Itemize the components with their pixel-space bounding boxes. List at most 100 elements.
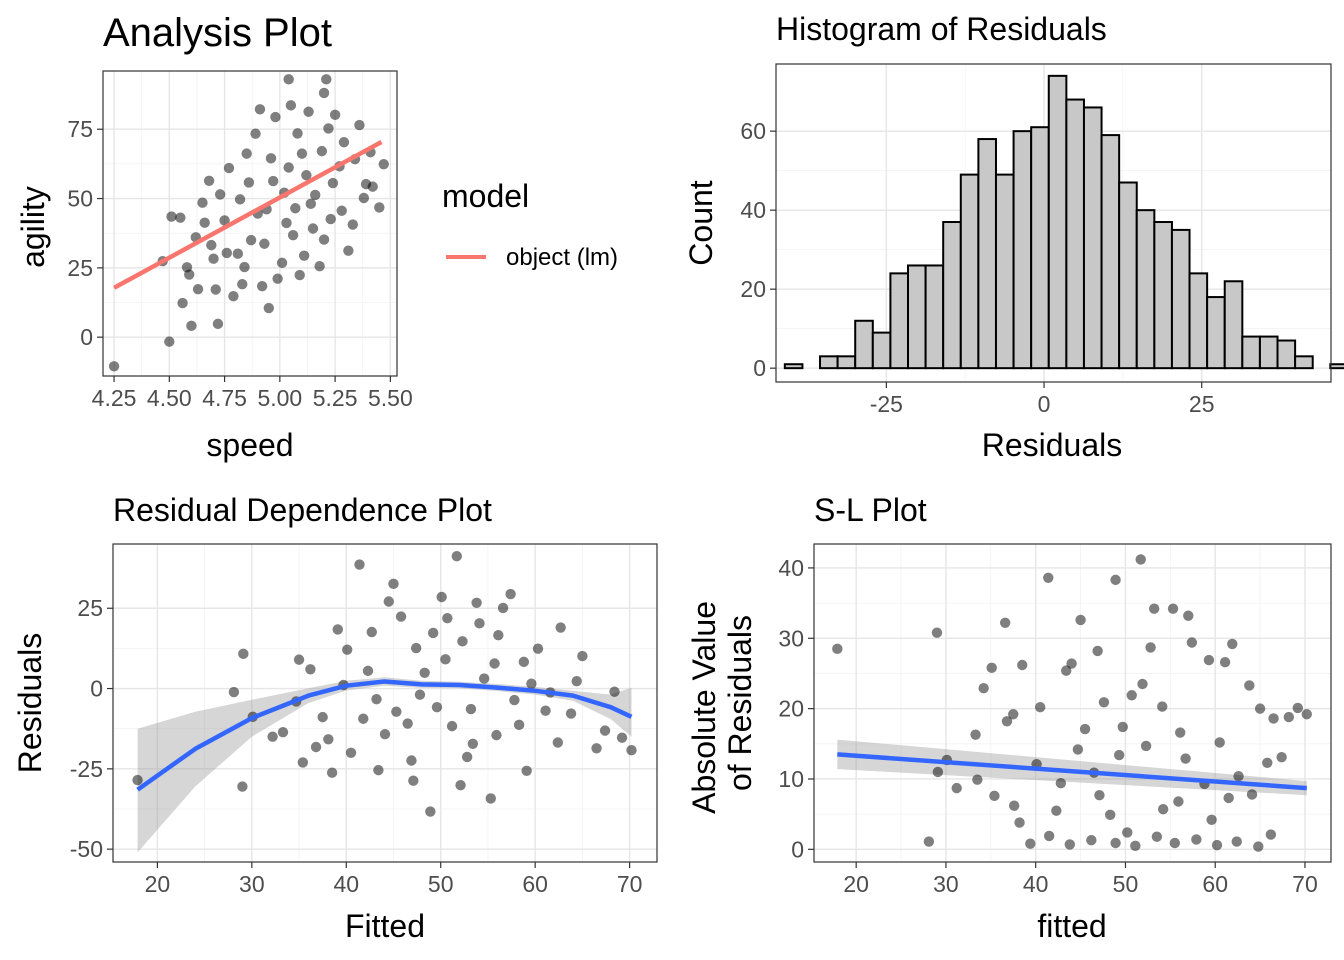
data-point <box>297 757 309 768</box>
y-tick-label: 75 <box>67 116 93 142</box>
y-tick-label: 20 <box>778 696 804 722</box>
y-tick-label: -50 <box>70 836 103 862</box>
data-point <box>1043 830 1055 842</box>
data-point <box>1265 829 1277 840</box>
histogram-bar <box>1170 228 1191 370</box>
histogram-bars <box>783 74 1344 370</box>
data-point <box>1183 610 1194 621</box>
x-tick-label: 20 <box>843 871 869 897</box>
dependence-x-title: Fitted <box>345 908 425 944</box>
sl-x-title: fitted <box>1037 908 1106 944</box>
data-point <box>1014 817 1025 828</box>
analysis-fit-layer <box>113 140 383 290</box>
data-point <box>1110 574 1121 586</box>
data-point <box>245 234 257 246</box>
data-point <box>354 559 365 570</box>
data-point <box>1203 654 1215 666</box>
data-point <box>446 720 458 732</box>
x-tick-label: 50 <box>428 871 454 897</box>
y-tick-label: 10 <box>778 766 804 792</box>
x-tick-label: 70 <box>1292 871 1318 897</box>
dependence-y-title: Residuals <box>12 633 48 774</box>
data-point <box>310 741 322 753</box>
data-point <box>526 678 537 689</box>
data-point <box>518 656 530 668</box>
data-point <box>970 729 981 740</box>
data-point <box>321 74 332 85</box>
data-point <box>232 248 244 259</box>
data-point <box>181 262 193 273</box>
data-point <box>1086 834 1097 846</box>
dependence-ticks: 20 30 40 50 60 70 -50 -25 0 25 <box>70 595 643 897</box>
data-point <box>1167 603 1179 614</box>
histogram-bar <box>1065 98 1085 370</box>
x-tick-label: 50 <box>1113 871 1139 897</box>
data-point <box>303 106 314 117</box>
data-point <box>440 654 451 665</box>
histogram-bar <box>1294 355 1314 370</box>
data-point <box>298 250 310 261</box>
data-point <box>1223 792 1234 804</box>
data-point <box>1113 749 1125 761</box>
data-point <box>277 727 289 738</box>
data-point <box>1079 723 1091 735</box>
histogram-bar <box>1329 363 1344 370</box>
data-point <box>265 153 277 164</box>
data-point <box>197 197 208 208</box>
data-point <box>268 175 279 187</box>
data-point <box>505 588 516 600</box>
data-point <box>951 782 962 794</box>
data-point <box>259 238 270 249</box>
sl-title: S-L Plot <box>814 492 927 528</box>
smooth-line <box>136 679 633 792</box>
data-point <box>474 618 485 629</box>
data-point <box>316 145 328 157</box>
data-point <box>292 128 303 139</box>
histogram-y-title: Count <box>683 180 719 266</box>
data-point <box>276 257 288 269</box>
histogram-bar <box>871 331 892 370</box>
data-point <box>1173 796 1184 807</box>
analysis-x-title: speed <box>206 427 293 463</box>
data-point <box>317 711 328 723</box>
data-point <box>599 725 611 736</box>
histogram-bar <box>994 173 1015 370</box>
data-point <box>1072 744 1084 755</box>
data-point <box>431 701 443 713</box>
trend-line <box>837 752 1307 791</box>
histogram-x-title: Residuals <box>982 427 1123 463</box>
data-point <box>465 703 477 715</box>
data-point <box>293 654 305 665</box>
data-point <box>461 751 473 763</box>
data-point <box>345 747 357 758</box>
data-point <box>1214 737 1225 748</box>
data-point <box>391 706 402 717</box>
data-point <box>408 775 419 786</box>
data-point <box>272 273 283 284</box>
data-point <box>327 177 339 189</box>
data-point <box>1253 841 1264 852</box>
data-point <box>338 137 350 148</box>
data-point <box>199 217 210 228</box>
data-point <box>347 219 358 230</box>
x-tick-label: 70 <box>617 871 643 897</box>
data-point <box>1098 697 1110 708</box>
data-point <box>577 650 588 662</box>
y-tick-label: -25 <box>70 756 103 782</box>
data-point <box>354 119 365 131</box>
data-point <box>219 215 230 226</box>
data-point <box>402 718 413 729</box>
data-point <box>1227 638 1238 650</box>
data-point <box>406 755 417 766</box>
data-point <box>989 790 1000 802</box>
analysis-grid <box>103 71 397 376</box>
data-point <box>1135 554 1146 565</box>
histogram-frame <box>775 63 1332 383</box>
data-point <box>1110 837 1121 849</box>
histogram-bar <box>1135 209 1156 370</box>
data-point <box>325 213 336 225</box>
y-tick-label: 20 <box>740 276 766 302</box>
data-point <box>478 673 490 684</box>
data-point <box>164 336 175 347</box>
data-point <box>931 627 943 638</box>
